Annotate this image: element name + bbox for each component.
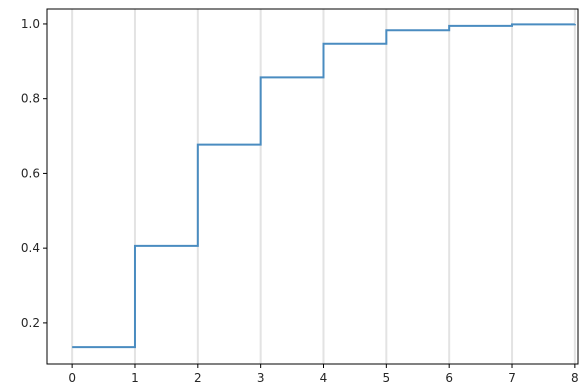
y-tick-label-0.2: 0.2 (21, 316, 40, 330)
x-tick-label-3: 3 (257, 371, 265, 385)
y-tick-label-0.4: 0.4 (21, 241, 40, 255)
x-tick-label-7: 7 (508, 371, 516, 385)
x-tick-label-4: 4 (320, 371, 328, 385)
x-tick-label-2: 2 (194, 371, 202, 385)
x-tick-label-6: 6 (445, 371, 453, 385)
x-tick-label-1: 1 (131, 371, 139, 385)
x-tick-label-8: 8 (571, 371, 579, 385)
y-tick-label-0.8: 0.8 (21, 92, 40, 106)
y-tick-label-0.6: 0.6 (21, 166, 40, 180)
y-tick-label-1.0: 1.0 (21, 17, 40, 31)
y-axis: 0.2 0.4 0.6 0.8 1.0 (21, 17, 47, 330)
x-tick-label-5: 5 (383, 371, 391, 385)
x-axis: 0 1 2 3 4 5 6 7 8 (68, 364, 579, 385)
plot-area-frame (46, 8, 579, 365)
plot-series (72, 23, 576, 349)
series-step-line-0 (72, 23, 576, 349)
x-tick-label-0: 0 (68, 371, 76, 385)
